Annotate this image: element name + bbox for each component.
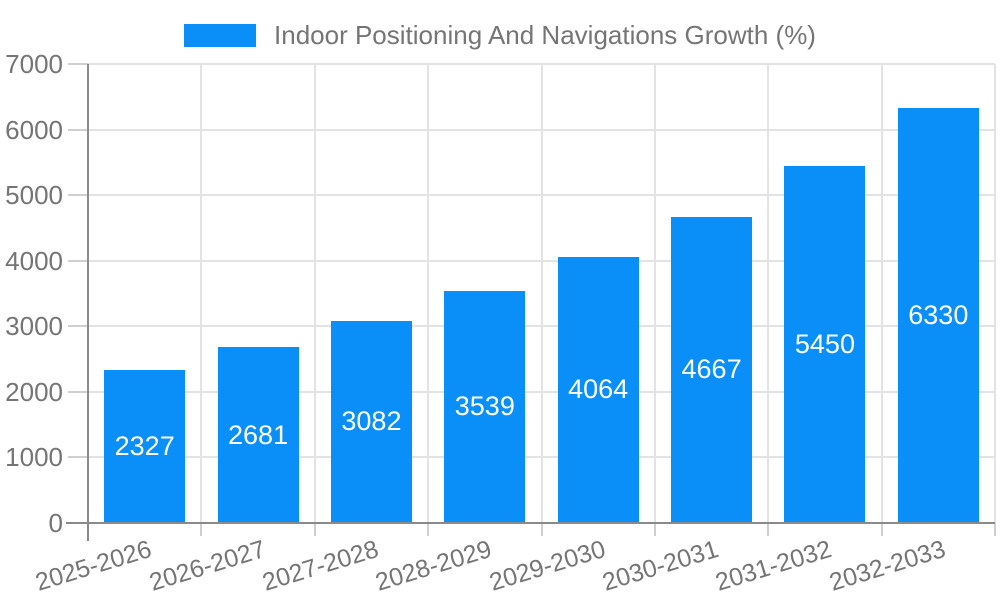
x-grid-line bbox=[994, 64, 996, 523]
bar: 4064 bbox=[557, 256, 639, 523]
bar: 5450 bbox=[784, 165, 866, 523]
x-grid-line bbox=[653, 64, 656, 523]
bar: 3082 bbox=[330, 320, 412, 523]
x-grid-line bbox=[880, 64, 883, 523]
bar-value-label: 6330 bbox=[908, 299, 969, 330]
legend-item[interactable]: Indoor Positioning And Navigations Growt… bbox=[0, 20, 1000, 51]
x-axis-tick bbox=[200, 523, 203, 536]
x-grid-line bbox=[540, 64, 543, 523]
x-grid-line bbox=[767, 64, 770, 523]
x-axis-label: 2031-2032 bbox=[712, 535, 836, 597]
x-axis-label: 2029-2030 bbox=[485, 535, 609, 597]
y-tick-label: 5000 bbox=[5, 180, 63, 211]
y-axis-tick bbox=[68, 63, 88, 65]
y-axis-tick bbox=[68, 128, 88, 131]
x-grid-line bbox=[200, 64, 203, 523]
bar-value-label: 4667 bbox=[681, 354, 742, 385]
x-axis-tick bbox=[653, 523, 656, 536]
bar-value-label: 2681 bbox=[228, 419, 289, 450]
bar-value-label: 4064 bbox=[568, 374, 629, 405]
bar-value-label: 2327 bbox=[114, 431, 175, 462]
bar-value-label: 3539 bbox=[454, 391, 515, 422]
y-tick-label: 4000 bbox=[5, 245, 63, 276]
x-axis-tick bbox=[880, 523, 883, 536]
bar: 2327 bbox=[104, 370, 186, 523]
bar: 6330 bbox=[897, 107, 979, 523]
bar-value-label: 3082 bbox=[341, 406, 402, 437]
x-axis-tick bbox=[767, 523, 770, 536]
y-tick-label: 2000 bbox=[5, 376, 63, 407]
y-axis-tick bbox=[68, 325, 88, 328]
legend-swatch bbox=[184, 24, 257, 47]
y-axis-line bbox=[87, 64, 89, 541]
bar: 4667 bbox=[671, 216, 753, 523]
y-axis-tick bbox=[68, 194, 88, 197]
x-axis-tick bbox=[427, 523, 430, 536]
y-tick-label: 6000 bbox=[5, 114, 63, 145]
x-grid-line bbox=[313, 64, 316, 523]
x-axis-label: 2027-2028 bbox=[259, 535, 382, 597]
x-axis-label: 2025-2026 bbox=[32, 535, 155, 597]
x-axis-line bbox=[66, 522, 995, 524]
y-axis-tick bbox=[68, 456, 88, 459]
bar: 2681 bbox=[217, 347, 299, 523]
x-axis-label: 2026-2027 bbox=[145, 535, 269, 597]
x-axis-tick bbox=[313, 523, 316, 536]
x-axis-label: 2032-2033 bbox=[825, 535, 949, 597]
y-tick-label: 1000 bbox=[5, 442, 63, 473]
bar-value-label: 5450 bbox=[794, 328, 855, 359]
y-axis-tick bbox=[68, 259, 88, 262]
x-axis-tick bbox=[994, 523, 996, 536]
x-axis-tick bbox=[540, 523, 543, 536]
x-grid-line bbox=[427, 64, 430, 523]
y-tick-label: 7000 bbox=[5, 49, 63, 79]
y-tick-label: 3000 bbox=[5, 311, 63, 342]
bar: 3539 bbox=[444, 290, 526, 523]
legend-label: Indoor Positioning And Navigations Growt… bbox=[274, 20, 816, 50]
y-tick-label: 0 bbox=[48, 508, 63, 538]
x-axis-label: 2030-2031 bbox=[599, 535, 722, 597]
y-axis-tick bbox=[68, 390, 88, 393]
x-axis-label: 2028-2029 bbox=[372, 535, 495, 597]
